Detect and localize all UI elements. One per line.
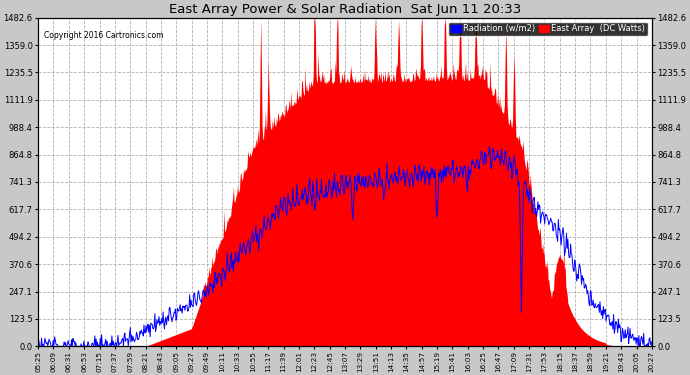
Text: Copyright 2016 Cartronics.com: Copyright 2016 Cartronics.com (44, 31, 164, 40)
Legend: Radiation (w/m2), East Array  (DC Watts): Radiation (w/m2), East Array (DC Watts) (448, 22, 648, 36)
Title: East Array Power & Solar Radiation  Sat Jun 11 20:33: East Array Power & Solar Radiation Sat J… (169, 3, 521, 16)
